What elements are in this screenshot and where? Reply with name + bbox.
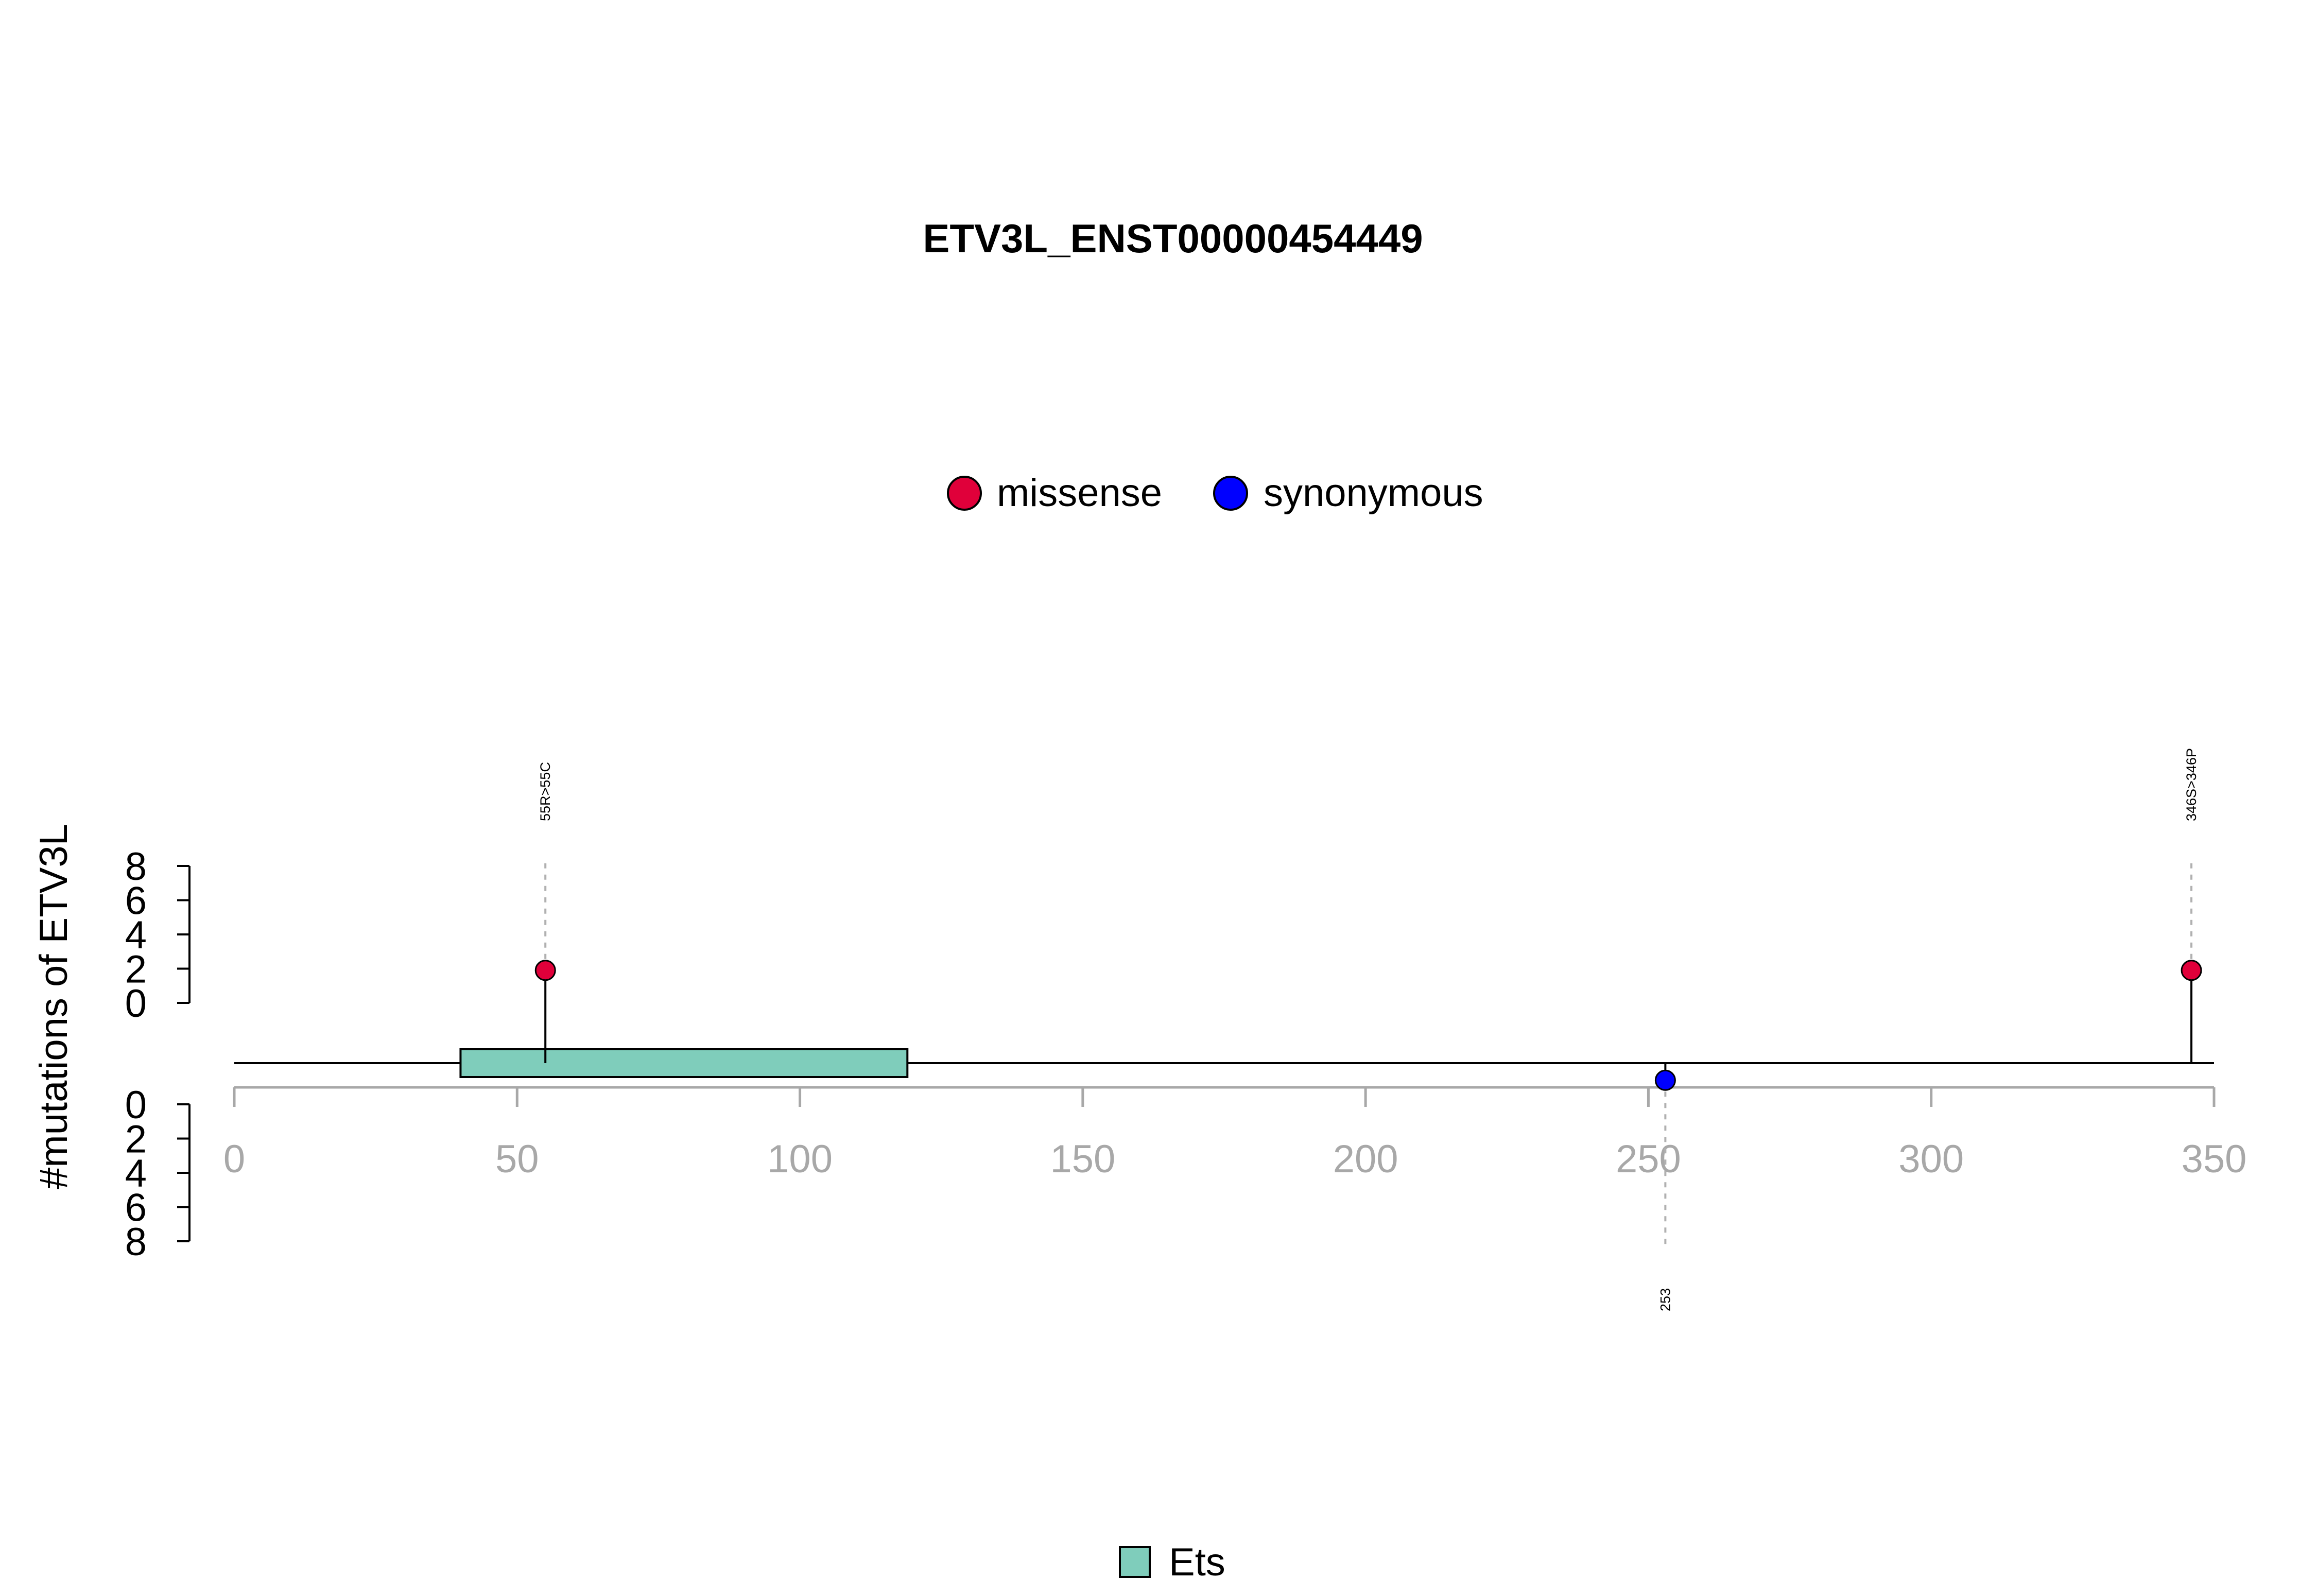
- y-tick-label-bottom-0: 0: [125, 1083, 147, 1127]
- mutation-55: 55R>55C: [534, 762, 556, 1063]
- y-tick-label-top-2: 2: [125, 948, 147, 992]
- x-tick-label-0: 0: [223, 1137, 245, 1181]
- y-tick-label-bottom-8: 8: [125, 1220, 147, 1264]
- x-tick-label-200: 200: [1333, 1137, 1398, 1181]
- mutation-layer: 55R>55C 253 346S>346P: [534, 748, 2202, 1311]
- y-tick-label-top-6: 6: [125, 879, 147, 923]
- legend-marker-synonymous: [1213, 476, 1248, 511]
- mutation-346: 346S>346P: [2181, 748, 2202, 1063]
- domain-ets: [459, 1048, 909, 1078]
- domain-layer: [459, 1048, 909, 1078]
- domain-legend-swatch-ets: [1119, 1546, 1151, 1578]
- mutation-253: 253: [1654, 1063, 1676, 1311]
- mutation-marker: [1654, 1069, 1676, 1091]
- y-tick-label-top-4: 4: [125, 913, 147, 957]
- chart-title: ETV3L_ENST00000454449: [923, 216, 1423, 261]
- mutation-label: 346S>346P: [2184, 748, 2199, 821]
- x-axis: 0 50 100 150 200 250 300 350: [223, 1086, 2247, 1181]
- domain-legend-label-ets: Ets: [1169, 1540, 1225, 1584]
- x-tick-label-100: 100: [767, 1137, 833, 1181]
- mutation-marker: [2181, 960, 2202, 981]
- y-tick-label-bottom-4: 4: [125, 1152, 147, 1195]
- y-tick-label-bottom-2: 2: [125, 1118, 147, 1161]
- x-tick-label-150: 150: [1050, 1137, 1115, 1181]
- x-tick-label-50: 50: [495, 1137, 539, 1181]
- y-axis-label: #mutations of ETV3L: [32, 824, 76, 1189]
- legend-label-synonymous: synonymous: [1264, 471, 1483, 515]
- y-tick-label-top-8: 8: [125, 845, 147, 889]
- mutation-label: 253: [1657, 1288, 1673, 1311]
- y-tick-label-top-0: 0: [125, 982, 147, 1026]
- y-tick-label-bottom-6: 6: [125, 1186, 147, 1230]
- legend-marker-missense: [947, 476, 982, 511]
- x-tick-label-250: 250: [1616, 1137, 1681, 1181]
- mutation-marker: [534, 960, 556, 981]
- legend-label-missense: missense: [997, 471, 1162, 515]
- x-tick-label-350: 350: [2182, 1137, 2247, 1181]
- x-tick-label-300: 300: [1898, 1137, 1964, 1181]
- mutation-type-legend: missense synonymous: [947, 471, 1483, 515]
- domain-legend: Ets: [1119, 1540, 1225, 1584]
- mutation-label: 55R>55C: [538, 762, 553, 821]
